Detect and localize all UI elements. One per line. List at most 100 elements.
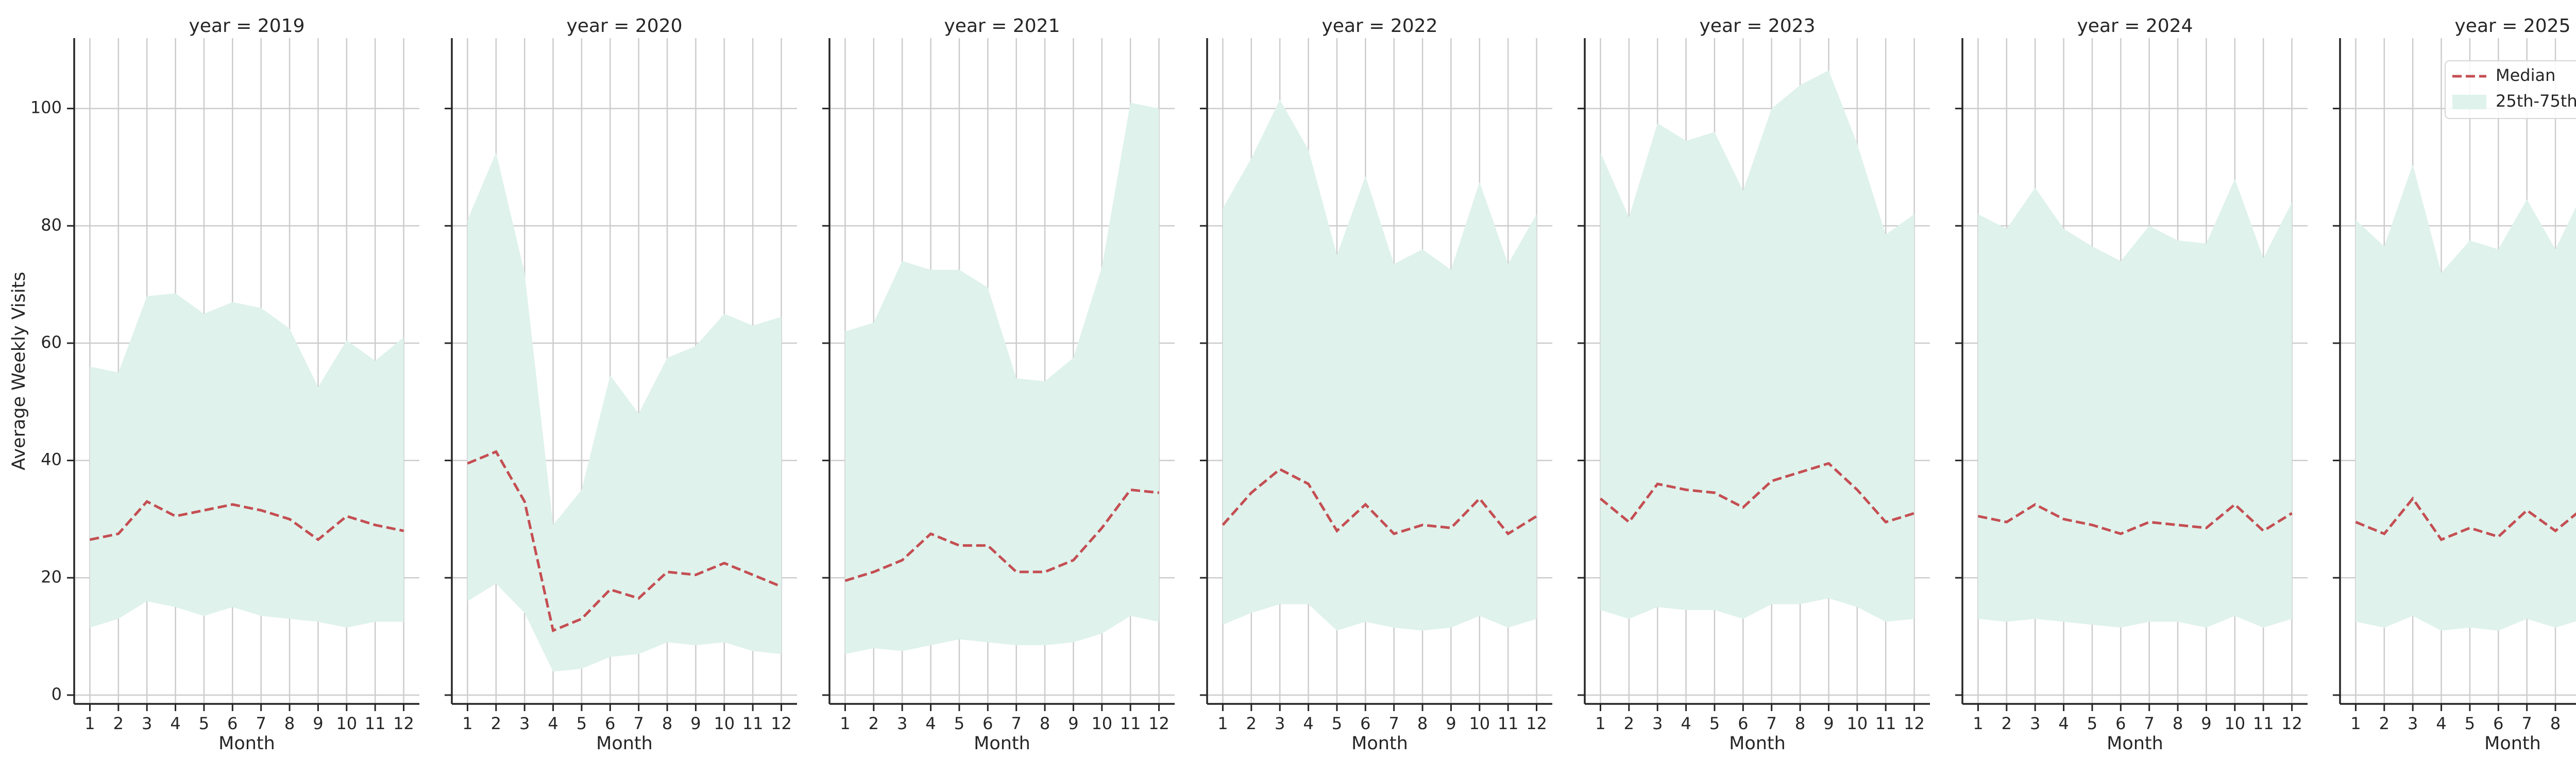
x-tick-label: 1 xyxy=(840,714,850,733)
x-tick-label: 2 xyxy=(1624,714,1634,733)
x-tick-label: 11 xyxy=(2253,714,2274,733)
legend: Median 25th-75th Percentile xyxy=(2445,60,2576,119)
legend-label: 25th-75th Percentile xyxy=(2496,91,2576,111)
x-tick-label: 1 xyxy=(462,714,472,733)
legend-label: Median xyxy=(2496,65,2555,85)
x-tick-label: 1 xyxy=(1595,714,1605,733)
iqr-band xyxy=(90,293,404,628)
median-line xyxy=(1599,462,1915,524)
x-tick-label: 11 xyxy=(365,714,386,733)
iqr-band xyxy=(467,152,782,672)
x-tick-label: 4 xyxy=(170,714,180,733)
y-tick-label: 60 xyxy=(41,332,62,352)
x-tick-label: 2 xyxy=(113,714,124,733)
x-tick-label: 7 xyxy=(1767,714,1777,733)
x-tick-label: 9 xyxy=(2201,714,2211,733)
y-tick-label: 80 xyxy=(41,215,62,234)
x-tick-label: 8 xyxy=(662,714,672,733)
x-tick-label: 2 xyxy=(869,714,879,733)
x-tick-label: 7 xyxy=(2144,714,2155,733)
x-tick-label: 4 xyxy=(1681,714,1691,733)
x-tick-label: 1 xyxy=(84,714,95,733)
x-tick-label: 8 xyxy=(284,714,295,733)
x-tick-label: 12 xyxy=(1526,714,1547,733)
panel-title: year = 2019 xyxy=(189,15,305,37)
x-axis-label: Month xyxy=(1351,733,1408,754)
x-tick-label: 6 xyxy=(982,714,993,733)
x-tick-label: 1 xyxy=(1973,714,1983,733)
x-tick-label: 12 xyxy=(1904,714,1925,733)
x-tick-label: 5 xyxy=(2465,714,2475,733)
x-tick-label: 10 xyxy=(1469,714,1490,733)
x-tick-label: 12 xyxy=(2281,714,2302,733)
x-tick-label: 4 xyxy=(2058,714,2069,733)
iqr-band xyxy=(1978,179,2292,628)
x-tick-label: 2 xyxy=(1246,714,1257,733)
x-tick-label: 4 xyxy=(2436,714,2446,733)
iqr-band xyxy=(1223,99,1537,631)
x-tick-label: 4 xyxy=(548,714,558,733)
x-tick-label: 6 xyxy=(605,714,615,733)
x-tick-label: 9 xyxy=(690,714,701,733)
median-line xyxy=(89,500,404,542)
x-tick-label: 4 xyxy=(925,714,936,733)
x-tick-label: 3 xyxy=(1652,714,1663,733)
x-axis-label: Month xyxy=(1729,733,1786,754)
x-tick-label: 12 xyxy=(393,714,414,733)
x-tick-label: 3 xyxy=(1275,714,1285,733)
x-tick-label: 3 xyxy=(2030,714,2040,733)
panel-title: year = 2020 xyxy=(567,15,683,37)
panel-title: year = 2023 xyxy=(1700,15,1816,37)
x-tick-label: 7 xyxy=(2522,714,2532,733)
x-tick-label: 3 xyxy=(897,714,907,733)
x-tick-label: 3 xyxy=(2408,714,2418,733)
x-tick-label: 8 xyxy=(2550,714,2561,733)
x-tick-label: 8 xyxy=(1795,714,1805,733)
x-tick-label: 2 xyxy=(2002,714,2012,733)
x-tick-label: 9 xyxy=(313,714,323,733)
x-tick-label: 4 xyxy=(1303,714,1313,733)
median-line xyxy=(1222,467,1537,536)
x-tick-label: 10 xyxy=(2224,714,2245,733)
y-axis-label: Average Weekly Visits xyxy=(9,272,29,470)
x-tick-label: 3 xyxy=(142,714,152,733)
x-tick-label: 6 xyxy=(1360,714,1370,733)
x-tick-label: 11 xyxy=(742,714,764,733)
x-tick-label: 2 xyxy=(491,714,501,733)
x-tick-label: 1 xyxy=(1217,714,1228,733)
x-tick-label: 3 xyxy=(519,714,530,733)
y-tick-label: 40 xyxy=(41,450,62,469)
x-tick-label: 8 xyxy=(1417,714,1428,733)
x-tick-label: 12 xyxy=(771,714,792,733)
x-tick-label: 5 xyxy=(577,714,587,733)
panel-title: year = 2021 xyxy=(944,15,1060,37)
panel-title: year = 2022 xyxy=(1322,15,1438,37)
x-axis-label: Month xyxy=(2107,733,2163,754)
x-tick-label: 2 xyxy=(2379,714,2389,733)
x-tick-label: 10 xyxy=(1091,714,1112,733)
x-tick-label: 8 xyxy=(2173,714,2183,733)
median-line xyxy=(844,488,1159,582)
x-tick-label: 7 xyxy=(634,714,644,733)
x-tick-label: 6 xyxy=(1738,714,1748,733)
y-tick-label: 20 xyxy=(41,567,62,586)
x-tick-label: 9 xyxy=(1068,714,1078,733)
legend-swatch xyxy=(2452,95,2486,109)
x-axis-label: Month xyxy=(974,733,1030,754)
iqr-band xyxy=(2355,164,2576,631)
median-line xyxy=(2355,496,2576,542)
y-tick-label: 100 xyxy=(30,98,62,117)
x-tick-label: 6 xyxy=(2115,714,2126,733)
x-tick-label: 5 xyxy=(2087,714,2097,733)
x-axis-label: Month xyxy=(596,733,653,754)
x-tick-label: 10 xyxy=(1846,714,1868,733)
x-tick-label: 9 xyxy=(1446,714,1456,733)
